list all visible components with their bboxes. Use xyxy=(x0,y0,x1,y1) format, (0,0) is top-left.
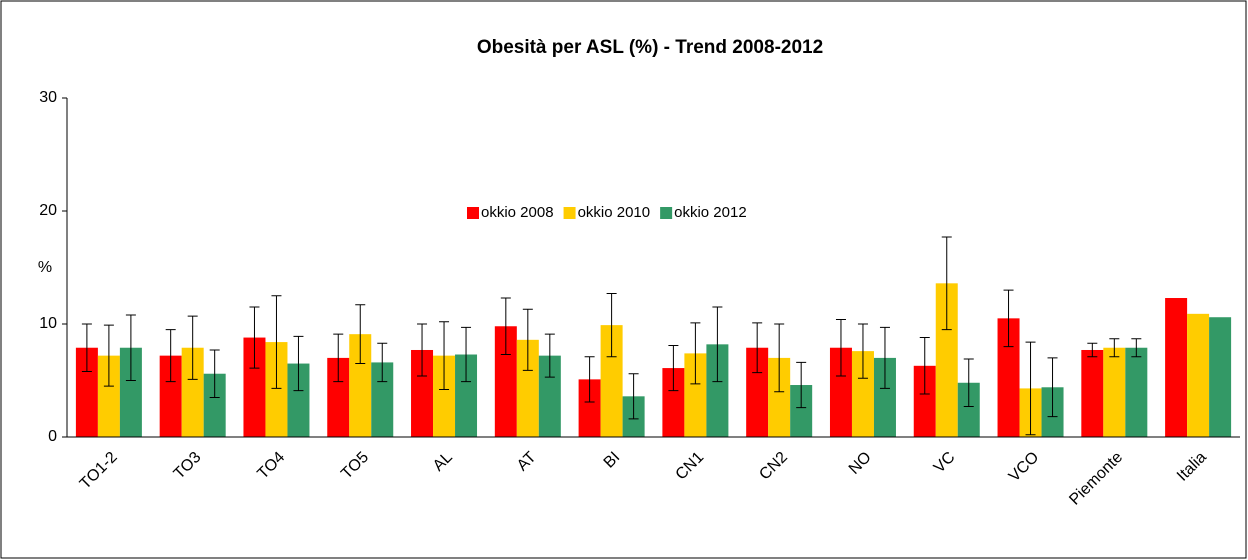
bar xyxy=(873,357,896,437)
bar xyxy=(913,365,936,437)
bar xyxy=(957,382,980,437)
error-bar xyxy=(522,308,533,371)
bar xyxy=(600,325,623,437)
error-bar xyxy=(1109,338,1120,358)
bar xyxy=(538,355,561,437)
y-tick-label: 0 xyxy=(48,428,57,445)
error-bar xyxy=(835,318,846,377)
error-bar xyxy=(1047,357,1058,418)
error-bar xyxy=(1003,289,1014,348)
error-bar xyxy=(417,323,428,377)
bar xyxy=(203,373,226,437)
bar xyxy=(851,351,874,437)
legend-swatch xyxy=(467,207,479,219)
error-bar xyxy=(81,323,92,372)
error-bar xyxy=(165,329,176,383)
error-bar xyxy=(941,236,952,331)
error-bar xyxy=(1087,342,1098,358)
error-bar xyxy=(963,358,974,407)
error-bar xyxy=(209,349,220,398)
error-bar xyxy=(712,306,723,383)
error-bar xyxy=(439,321,450,391)
error-bar xyxy=(500,297,511,356)
error-bar xyxy=(271,295,282,389)
bar xyxy=(265,342,288,437)
bar xyxy=(243,337,266,437)
error-bar xyxy=(333,333,344,383)
bar xyxy=(455,354,478,437)
bar xyxy=(746,347,769,437)
bar xyxy=(371,362,394,437)
y-tick-label: 30 xyxy=(39,89,57,106)
bar xyxy=(411,349,434,437)
bar xyxy=(935,283,958,437)
bar xyxy=(287,363,310,437)
bar xyxy=(662,368,685,437)
error-bar xyxy=(606,292,617,358)
y-axis-label: % xyxy=(38,259,52,276)
error-bar xyxy=(187,315,198,380)
bar xyxy=(768,357,791,437)
legend-text: okkio 2010 xyxy=(578,204,651,221)
error-bar xyxy=(377,342,388,383)
bar xyxy=(349,334,372,437)
bar xyxy=(578,379,601,437)
bar xyxy=(181,347,204,437)
chart-title: Obesità per ASL (%) - Trend 2008-2012 xyxy=(477,37,823,58)
bar xyxy=(1125,347,1148,437)
bar xyxy=(327,357,350,437)
bar xyxy=(1103,347,1126,437)
error-bar xyxy=(461,326,472,383)
bar xyxy=(119,347,142,437)
legend-swatch xyxy=(563,207,576,219)
bar xyxy=(1187,313,1210,437)
error-bar xyxy=(668,344,679,392)
error-bar xyxy=(125,314,136,381)
error-bar xyxy=(919,337,930,395)
error-bar xyxy=(584,356,595,403)
bar xyxy=(75,347,98,437)
error-bar xyxy=(1025,341,1036,436)
bar xyxy=(1209,317,1232,437)
bar xyxy=(433,355,456,437)
bar xyxy=(1165,298,1188,437)
error-bar xyxy=(544,333,555,378)
y-tick-label: 20 xyxy=(39,202,57,219)
error-bar xyxy=(774,323,785,393)
bar xyxy=(516,339,539,437)
error-bar xyxy=(293,335,304,392)
error-bar xyxy=(690,322,701,385)
error-bar xyxy=(796,361,807,409)
error-bar xyxy=(103,324,114,387)
error-bar xyxy=(752,322,763,374)
error-bar xyxy=(879,326,890,389)
error-bar xyxy=(249,306,260,369)
y-tick-label: 10 xyxy=(39,315,57,332)
bar xyxy=(829,347,852,437)
bar xyxy=(97,355,120,437)
error-bar xyxy=(628,373,639,420)
bar xyxy=(1081,349,1104,437)
bar xyxy=(706,344,729,437)
bar xyxy=(684,353,707,437)
bar xyxy=(494,326,517,437)
legend-text: okkio 2012 xyxy=(674,204,747,221)
legend-text: okkio 2008 xyxy=(481,204,554,221)
legend-swatch xyxy=(660,207,673,219)
error-bar xyxy=(355,304,366,365)
error-bar xyxy=(1131,338,1142,358)
error-bar xyxy=(857,323,868,379)
bar xyxy=(790,385,813,437)
bar xyxy=(159,355,182,437)
bar xyxy=(997,318,1020,437)
